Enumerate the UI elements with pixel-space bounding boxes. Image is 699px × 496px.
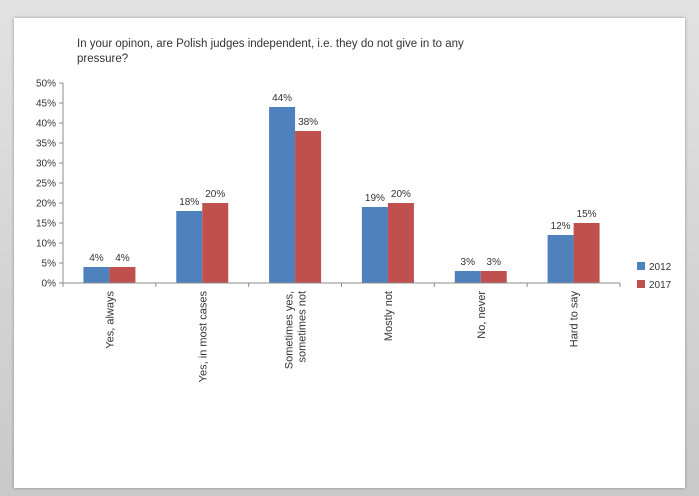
bar-2012	[83, 267, 110, 283]
x-category-label-line: Yes, always	[104, 291, 116, 349]
y-tick-label: 45%	[36, 99, 56, 110]
data-label: 3%	[461, 257, 476, 268]
data-label: 20%	[205, 189, 225, 200]
data-label: 15%	[577, 209, 597, 220]
data-label: 3%	[487, 257, 502, 268]
y-tick-label: 0%	[42, 279, 57, 290]
bar-2012	[269, 107, 296, 283]
y-tick-label: 5%	[42, 259, 57, 270]
x-category-label-line: sometimes not	[297, 291, 309, 363]
data-label: 18%	[179, 197, 199, 208]
bar-2012	[361, 207, 388, 283]
chart-title-line: In your opinon, are Polish judges indepe…	[77, 38, 464, 50]
y-tick-label: 40%	[36, 119, 56, 130]
legend-swatch-2012	[637, 262, 645, 270]
bar-2017	[295, 131, 322, 283]
x-category-label-line: Yes, in most cases	[197, 291, 209, 383]
x-category-label-line: No, never	[476, 291, 488, 339]
y-tick-label: 35%	[36, 139, 56, 150]
legend-label: 2012	[649, 262, 672, 273]
data-labels: 4% 4% 18% 20% 44% 38% 19% 20% 3% 3% 12% 15%	[89, 93, 597, 268]
x-category-label-line: Hard to say	[569, 291, 581, 348]
legend-label: 2017	[649, 280, 672, 291]
data-label: 19%	[365, 193, 385, 204]
data-label: 4%	[89, 253, 104, 264]
bar-2017	[573, 223, 600, 283]
x-category-label: Mostly not	[383, 291, 395, 341]
data-label: 4%	[115, 253, 130, 264]
legend-swatch-2017	[637, 280, 645, 288]
x-category-label: Sometimes yes, sometimes not	[284, 291, 309, 369]
data-label: 38%	[298, 117, 318, 128]
bar-chart: In your opinon, are Polish judges indepe…	[36, 38, 672, 383]
bar-2017	[387, 203, 414, 283]
data-label: 20%	[391, 189, 411, 200]
data-label: 44%	[272, 93, 292, 104]
x-category-label-line: Sometimes yes,	[284, 291, 296, 369]
bar-2012	[176, 211, 203, 283]
y-tick-label: 25%	[36, 179, 56, 190]
legend: 2012 2017	[637, 262, 672, 291]
bar-2017	[202, 203, 229, 283]
chart-panel: In your opinon, are Polish judges indepe…	[14, 18, 685, 488]
chart-title-line: pressure?	[77, 53, 128, 65]
data-label: 12%	[551, 221, 571, 232]
bar-2012	[454, 271, 481, 283]
bar-2017	[480, 271, 507, 283]
x-category-label: No, never	[476, 291, 488, 339]
y-axis: 0% 5% 10% 15% 20% 25% 30% 35% 40% 45% 50%	[36, 79, 64, 290]
y-tick-label: 20%	[36, 199, 56, 210]
x-axis: Yes, always Yes, in most cases Sometimes y…	[62, 282, 621, 383]
y-tick-label: 50%	[36, 79, 56, 90]
y-tick-label: 30%	[36, 159, 56, 170]
y-tick-label: 15%	[36, 219, 56, 230]
bar-2017	[109, 267, 136, 283]
x-category-label: Yes, always	[104, 291, 116, 349]
bar-2012	[547, 235, 574, 283]
x-category-label-line: Mostly not	[383, 291, 395, 341]
x-category-label: Hard to say	[569, 291, 581, 348]
x-category-label: Yes, in most cases	[197, 291, 209, 383]
bars	[83, 107, 600, 283]
chart-title: In your opinon, are Polish judges indepe…	[77, 38, 464, 65]
y-tick-label: 10%	[36, 239, 56, 250]
